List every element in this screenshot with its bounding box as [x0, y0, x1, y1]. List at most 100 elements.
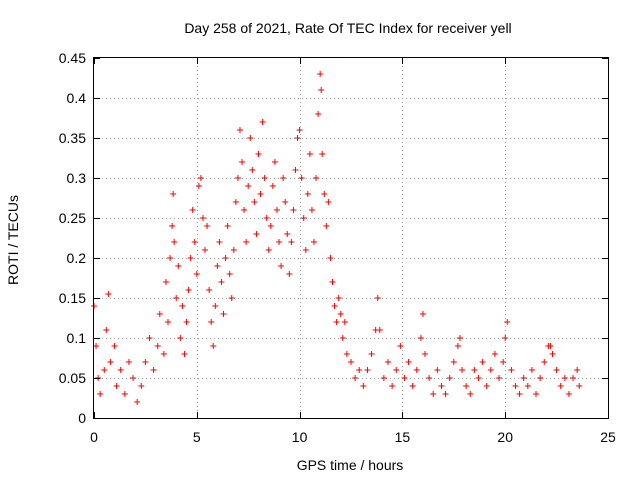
data-point: [467, 391, 474, 397]
data-point: [413, 367, 420, 373]
data-point: [401, 375, 408, 381]
data-point: [442, 391, 449, 397]
data-point: [500, 359, 507, 365]
data-point: [107, 359, 114, 365]
data-point: [323, 223, 330, 229]
data-point: [419, 311, 426, 317]
data-point: [206, 287, 213, 293]
data-point: [230, 247, 237, 253]
data-point: [454, 343, 461, 349]
data-point: [156, 311, 163, 317]
data-point: [162, 279, 169, 285]
data-point: [335, 295, 342, 301]
data-point: [337, 311, 344, 317]
data-point: [456, 335, 463, 341]
data-point: [197, 175, 204, 181]
data-point: [261, 175, 268, 181]
data-point: [331, 303, 338, 309]
data-point: [380, 375, 387, 381]
data-point: [111, 343, 118, 349]
data-point: [222, 255, 229, 261]
data-point: [570, 375, 577, 381]
data-point: [204, 223, 211, 229]
data-point: [385, 359, 392, 365]
data-point: [405, 359, 412, 365]
data-point: [520, 375, 527, 381]
data-point: [243, 239, 250, 245]
data-point: [179, 303, 186, 309]
data-point: [549, 351, 556, 357]
data-point: [389, 383, 396, 389]
y-tick-label: 0: [78, 410, 86, 426]
x-tick-label: 25: [600, 429, 616, 445]
data-point: [251, 199, 258, 205]
data-point: [113, 383, 120, 389]
data-point: [183, 319, 190, 325]
x-tick-label: 15: [395, 429, 411, 445]
y-tick-label: 0.15: [59, 290, 86, 306]
data-point: [138, 383, 145, 389]
data-point: [496, 375, 503, 381]
data-point: [214, 263, 221, 269]
data-point: [93, 343, 100, 349]
data-point: [329, 279, 336, 285]
data-point: [224, 223, 231, 229]
data-point: [352, 375, 359, 381]
y-axis-label: ROTI / TECUs: [5, 195, 21, 285]
data-point: [446, 375, 453, 381]
data-point: [97, 391, 104, 397]
data-point: [561, 375, 568, 381]
x-tick-label: 0: [90, 429, 98, 445]
data-point: [574, 367, 581, 373]
data-point: [269, 183, 276, 189]
data-point: [483, 383, 490, 389]
data-point: [150, 367, 157, 373]
data-point: [318, 87, 325, 93]
y-tick-label: 0.1: [67, 330, 87, 346]
data-point: [325, 199, 332, 205]
data-point: [430, 391, 437, 397]
y-tick-label: 0.45: [59, 50, 86, 66]
y-tick-label: 0.2: [67, 250, 87, 266]
data-point: [341, 319, 348, 325]
data-point: [463, 383, 470, 389]
data-point: [516, 391, 523, 397]
data-point: [199, 215, 206, 221]
data-point: [173, 295, 180, 301]
data-point: [212, 303, 219, 309]
data-point: [475, 375, 482, 381]
axis-ticks: [94, 58, 609, 419]
data-point: [245, 183, 252, 189]
data-point: [282, 199, 289, 205]
data-point: [491, 351, 498, 357]
data-point: [263, 215, 270, 221]
grid-lines: [94, 58, 608, 418]
data-point: [537, 375, 544, 381]
data-point: [271, 159, 278, 165]
data-point: [170, 191, 177, 197]
data-point: [327, 255, 334, 261]
data-point: [280, 175, 287, 181]
data-point: [339, 335, 346, 341]
data-point: [249, 167, 256, 173]
data-points: [91, 71, 583, 405]
data-point: [296, 127, 303, 133]
data-point: [195, 183, 202, 189]
data-point: [576, 383, 583, 389]
data-point: [234, 175, 241, 181]
data-point: [306, 151, 313, 157]
data-point: [376, 327, 383, 333]
data-point: [533, 391, 540, 397]
data-point: [177, 335, 184, 341]
data-point: [547, 343, 554, 349]
data-point: [259, 119, 266, 125]
x-tick-labels: 0 5 10 15 20 25: [90, 429, 616, 445]
data-point: [241, 207, 248, 213]
data-point: [393, 367, 400, 373]
data-point: [117, 367, 124, 373]
data-point: [502, 335, 509, 341]
data-point: [273, 207, 280, 213]
data-point: [290, 207, 297, 213]
data-point: [216, 239, 223, 245]
